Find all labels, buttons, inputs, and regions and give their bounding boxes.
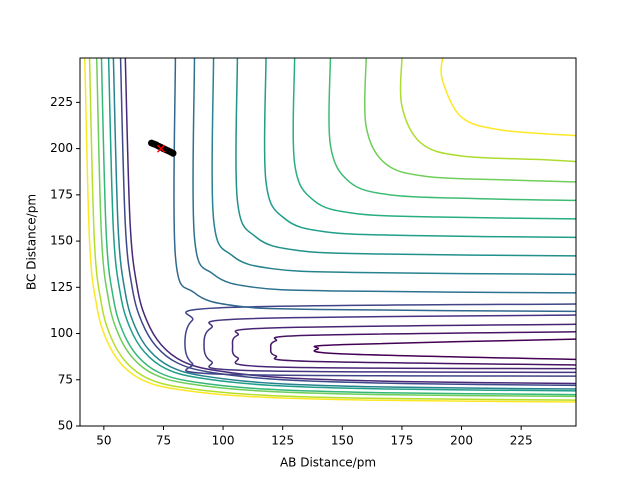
x-tick-label: 225 (510, 434, 533, 448)
y-tick-label: 200 (50, 141, 73, 155)
x-tick-label: 75 (156, 434, 171, 448)
y-tick-label: 125 (50, 280, 73, 294)
contour-line (328, 58, 576, 202)
plot-area (84, 58, 576, 403)
contour-line (119, 58, 576, 387)
contour-line (112, 58, 576, 390)
contour-line (211, 58, 576, 276)
contour-line (203, 314, 576, 374)
marker (157, 144, 166, 153)
y-tick-label: 150 (50, 234, 73, 248)
contour-line (399, 58, 576, 163)
contour-line (440, 58, 576, 137)
x-tick-label: 150 (331, 434, 354, 448)
x-tick-label: 200 (450, 434, 473, 448)
contour-line (235, 58, 576, 257)
contour-line (313, 338, 576, 361)
contour-line (107, 58, 576, 392)
axes-frame (79, 57, 577, 427)
y-tick-label: 50 (58, 419, 73, 433)
contour-line (269, 330, 576, 366)
y-tick-label: 175 (50, 187, 73, 201)
contour-line (263, 58, 576, 239)
x-tick-label: 175 (390, 434, 413, 448)
contour-line (124, 58, 576, 385)
marker-cross (157, 144, 166, 153)
x-tick-label: 100 (212, 434, 235, 448)
contour-line (95, 58, 576, 398)
contour-line (100, 58, 576, 396)
contour-line (231, 323, 576, 370)
contour-line (88, 58, 576, 401)
trajectory-point (169, 149, 177, 157)
y-tick-label: 75 (58, 372, 73, 386)
contour-line (173, 58, 576, 313)
x-tick-label: 125 (271, 434, 294, 448)
y-tick-label: 100 (50, 326, 73, 340)
y-axis-label: BC Distance/pm (25, 194, 39, 290)
contour-line (292, 58, 576, 220)
x-axis-label: AB Distance/pm (280, 456, 376, 470)
contour-line (84, 58, 576, 403)
contour-line (184, 303, 576, 377)
y-tick-label: 225 (50, 95, 73, 109)
contour-line (192, 58, 576, 294)
contour-line (363, 58, 576, 183)
x-tick-label: 50 (96, 434, 111, 448)
